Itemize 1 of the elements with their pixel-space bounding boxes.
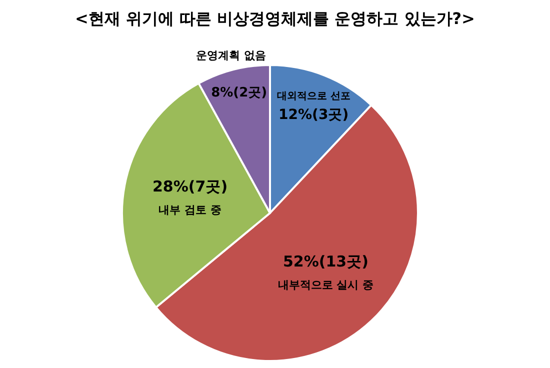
title: <현재 위기에 따른 비상경영체제를 운영하고 있는가?> [75,9,475,28]
